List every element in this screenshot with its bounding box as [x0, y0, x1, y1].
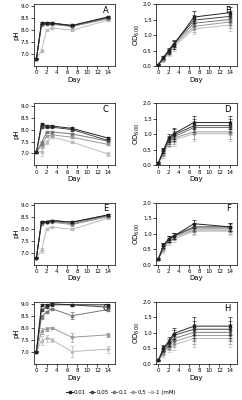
Text: F: F — [226, 204, 231, 214]
X-axis label: Day: Day — [190, 176, 203, 182]
Y-axis label: OD$_{600}$: OD$_{600}$ — [131, 223, 142, 245]
X-axis label: Day: Day — [68, 374, 81, 380]
Text: H: H — [224, 304, 231, 313]
Text: A: A — [103, 6, 109, 15]
Y-axis label: pH: pH — [14, 328, 20, 338]
Y-axis label: pH: pH — [14, 130, 20, 139]
Text: E: E — [103, 204, 109, 214]
Legend: 0.01, 0.05, 0.1, 0.5, 1 (mM): 0.01, 0.05, 0.1, 0.5, 1 (mM) — [64, 387, 178, 397]
Y-axis label: OD$_{600}$: OD$_{600}$ — [131, 24, 142, 46]
Y-axis label: pH: pH — [14, 30, 20, 40]
Text: G: G — [102, 304, 109, 313]
Y-axis label: OD$_{600}$: OD$_{600}$ — [131, 123, 142, 145]
X-axis label: Day: Day — [68, 176, 81, 182]
X-axis label: Day: Day — [68, 275, 81, 281]
Text: C: C — [103, 105, 109, 114]
X-axis label: Day: Day — [190, 77, 203, 83]
X-axis label: Day: Day — [68, 77, 81, 83]
Y-axis label: pH: pH — [14, 229, 20, 238]
X-axis label: Day: Day — [190, 275, 203, 281]
X-axis label: Day: Day — [190, 374, 203, 380]
Text: B: B — [225, 6, 231, 15]
Text: D: D — [224, 105, 231, 114]
Y-axis label: OD$_{600}$: OD$_{600}$ — [131, 322, 142, 344]
